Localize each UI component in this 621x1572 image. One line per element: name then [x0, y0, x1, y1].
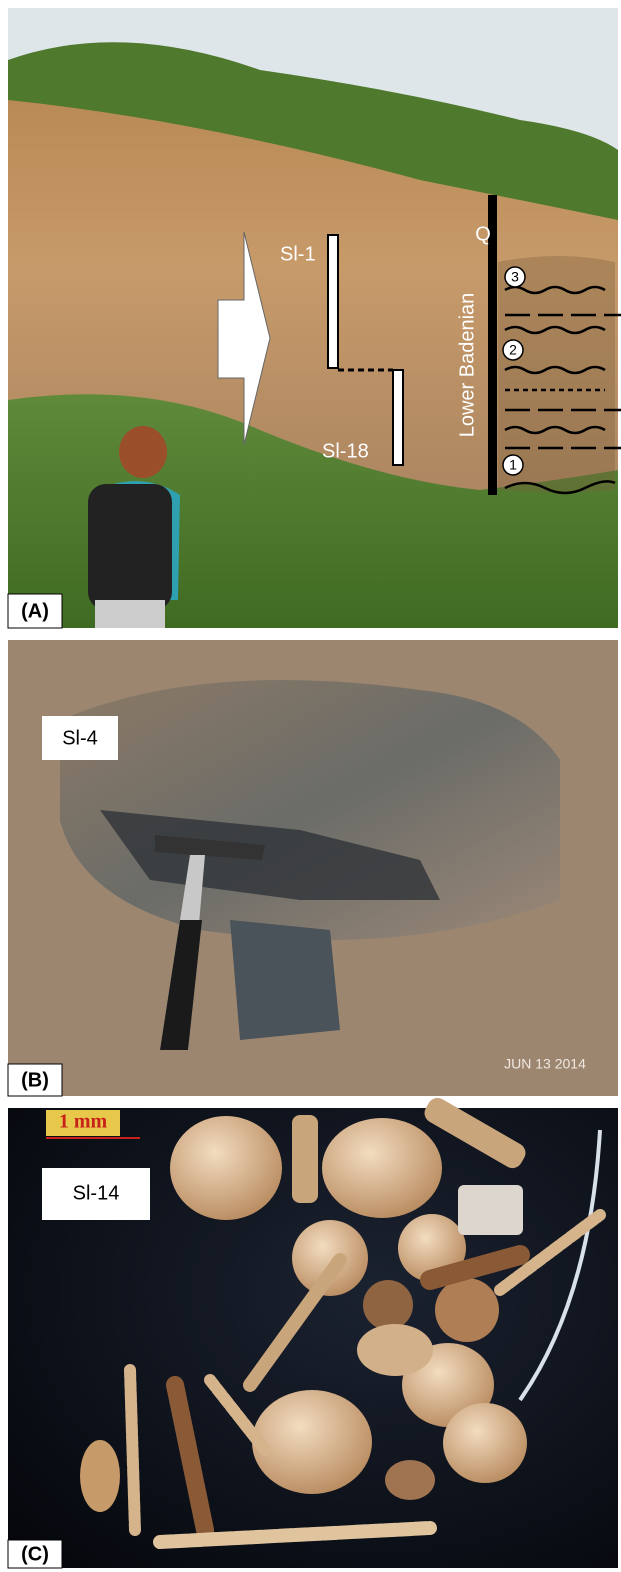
rock-block: [230, 920, 340, 1040]
foram: [170, 1116, 282, 1220]
person-legs: [95, 600, 165, 628]
foram: [443, 1403, 527, 1483]
sample-bar: [393, 370, 403, 465]
sample-label: Sl-14: [73, 1182, 120, 1204]
sample-bar: [328, 235, 338, 368]
scale-label: 1 mm: [59, 1111, 108, 1133]
foram: [385, 1460, 435, 1500]
person-hair: [119, 426, 167, 478]
unit-label: Q: [475, 223, 491, 245]
figure: Sl-1 Sl-18 Q Lower Badenian 3 2 1 (A) Sl…: [0, 0, 621, 1572]
backpack: [88, 484, 172, 610]
layer-label: 1: [509, 457, 517, 473]
foram: [363, 1280, 413, 1330]
layer-label: 3: [511, 269, 519, 285]
foram: [435, 1278, 499, 1342]
foram: [458, 1185, 523, 1235]
rock-outcrop: [60, 680, 560, 940]
unit-label: Lower Badenian: [456, 293, 478, 438]
sample-label: Sl-18: [322, 440, 369, 462]
panel-label: (C): [21, 1543, 49, 1565]
foram: [130, 1370, 135, 1530]
sample-label: Sl-1: [280, 243, 316, 265]
foram: [252, 1390, 372, 1494]
foram: [322, 1118, 442, 1218]
panel-a: Sl-1 Sl-18 Q Lower Badenian 3 2 1 (A): [8, 8, 621, 628]
foram: [80, 1440, 120, 1512]
layer-label: 2: [509, 342, 517, 358]
foram: [357, 1324, 433, 1376]
panel-c: 1 mm Sl-14 (C): [8, 1094, 618, 1568]
sample-label: Sl-4: [62, 727, 98, 749]
panel-label: (B): [21, 1069, 49, 1091]
date-stamp: JUN 13 2014: [504, 1056, 586, 1072]
panel-b: Sl-4 JUN 13 2014 (B): [8, 640, 618, 1096]
foram: [292, 1115, 318, 1203]
panel-label: (A): [21, 600, 49, 622]
